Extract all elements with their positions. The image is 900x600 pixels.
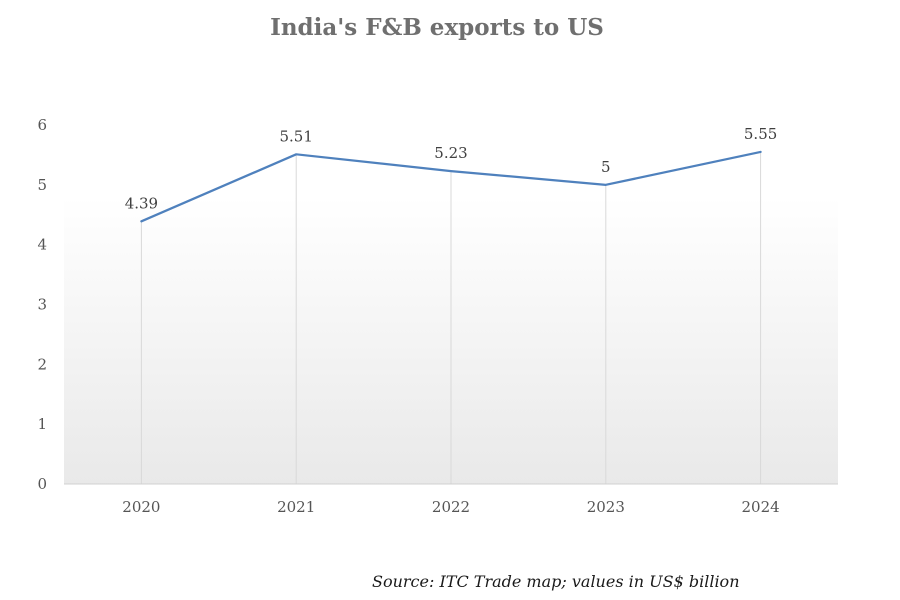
x-tick-label: 2021	[277, 498, 315, 516]
y-tick-label: 5	[37, 176, 47, 194]
y-tick-label: 1	[37, 415, 47, 433]
x-tick-label: 2024	[742, 498, 780, 516]
data-label: 5.51	[279, 127, 312, 145]
x-tick-label: 2023	[587, 498, 625, 516]
series	[140, 150, 762, 223]
y-tick-label: 6	[37, 116, 47, 134]
data-label: 5.55	[744, 125, 777, 143]
chart-title: India's F&B exports to US	[270, 14, 604, 41]
x-tick-label: 2022	[432, 498, 470, 516]
source-note: Source: ITC Trade map; values in US$ bil…	[372, 572, 740, 591]
gridlines	[140, 151, 762, 484]
data-label: 4.39	[125, 194, 158, 212]
data-labels: 4.39 5.51 5.23 5 5.55	[125, 125, 778, 212]
y-axis: 0 1 2 3 4 5 6	[37, 116, 47, 493]
y-tick-label: 3	[37, 296, 47, 314]
x-tick-label: 2020	[122, 498, 160, 516]
series-line	[140, 150, 762, 223]
y-tick-label: 0	[37, 475, 47, 493]
y-tick-label: 2	[37, 355, 47, 373]
x-axis: 2020 2021 2022 2023 2024	[122, 498, 779, 516]
data-label: 5	[601, 158, 611, 176]
y-tick-label: 4	[37, 236, 47, 254]
data-label: 5.23	[434, 144, 467, 162]
